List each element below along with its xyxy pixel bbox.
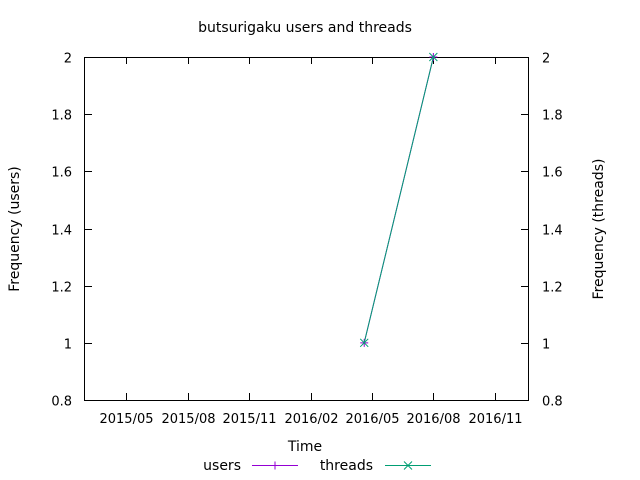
series-line-threads xyxy=(363,56,434,343)
y-axis-right: 0.8 1 1.2 1.4 1.6 1.8 2 xyxy=(521,52,563,410)
chart-title: butsurigaku users and threads xyxy=(198,20,412,36)
legend-label-users: users xyxy=(203,458,241,474)
x-tick-label: 2016/11 xyxy=(468,412,522,427)
legend-marker-users xyxy=(271,461,279,470)
plot-frame xyxy=(84,57,529,401)
y-left-tick-label: 1.4 xyxy=(51,224,72,239)
data-point-threads xyxy=(429,52,438,62)
y-right-tick-label: 0.8 xyxy=(542,395,563,410)
y-right-tick-label: 1 xyxy=(542,338,550,353)
x-tick-label: 2015/08 xyxy=(161,412,215,427)
data-point-threads xyxy=(359,338,369,348)
y-right-tick-label: 1.4 xyxy=(542,224,563,239)
y-left-tick-label: 2 xyxy=(64,52,72,67)
y-right-tick-label: 1.6 xyxy=(542,166,563,181)
legend: users threads xyxy=(203,458,431,474)
x-tick-label: 2015/11 xyxy=(222,412,276,427)
x-axis: 2015/05 2015/08 2015/11 2016/02 2016/05 2016/… xyxy=(99,57,523,427)
x-tick-label: 2016/02 xyxy=(284,412,338,427)
y-left-tick-label: 1 xyxy=(64,338,72,353)
y-right-tick-label: 2 xyxy=(542,52,550,67)
y-left-tick-label: 1.2 xyxy=(51,281,72,296)
y-right-tick-label: 1.8 xyxy=(542,109,563,124)
legend-label-threads: threads xyxy=(320,458,373,474)
y-axis-left-title: Frequency (users) xyxy=(7,166,23,292)
series-layer xyxy=(359,52,438,348)
y-axis-right-title: Frequency (threads) xyxy=(591,159,607,300)
y-left-tick-label: 1.8 xyxy=(51,109,72,124)
y-right-tick-label: 1.2 xyxy=(542,281,563,296)
x-tick-label: 2015/05 xyxy=(99,412,153,427)
x-tick-label: 2016/05 xyxy=(345,412,399,427)
y-left-tick-label: 0.8 xyxy=(51,395,72,410)
y-left-tick-label: 1.6 xyxy=(51,166,72,181)
legend-marker-threads xyxy=(403,461,413,470)
x-axis-title: Time xyxy=(287,439,322,455)
y-axis-left: 0.8 1 1.2 1.4 1.6 1.8 2 xyxy=(51,52,92,410)
x-tick-label: 2016/08 xyxy=(406,412,460,427)
